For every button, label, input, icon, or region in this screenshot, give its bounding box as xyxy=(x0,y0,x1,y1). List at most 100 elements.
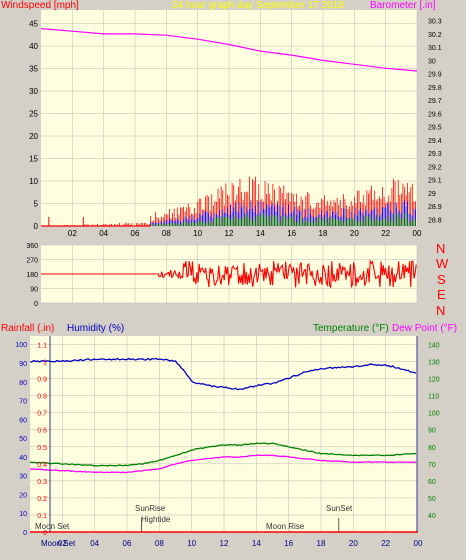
humidity-tick-label: 70 xyxy=(19,399,27,406)
temperature-tick-label: 90 xyxy=(428,428,436,435)
time-tick-label: 20 xyxy=(349,539,358,548)
windspeed-tick-label: 30 xyxy=(29,87,38,96)
moon-set-annotation: Moon Set xyxy=(35,522,70,531)
humidity-tick-label: 40 xyxy=(19,455,27,462)
time-tick-label: 14 xyxy=(252,539,261,548)
time-tick-label: 04 xyxy=(99,229,108,238)
time-tick-label: 16 xyxy=(287,229,296,238)
barometer-tick-label: 28.9 xyxy=(428,204,442,211)
barometer-tick-label: 29.8 xyxy=(428,85,442,92)
windspeed-tick-label: 5 xyxy=(34,200,39,209)
windspeed-tick-label: 15 xyxy=(29,155,38,164)
barometer-axis-label: Barometer [.in] xyxy=(370,0,436,11)
time-tick-label: 02 xyxy=(68,229,77,238)
moon-set-axis-label: Moon Set xyxy=(41,539,76,548)
windspeed-tick-label: 25 xyxy=(29,110,38,119)
barometer-tick-label: 29 xyxy=(428,191,436,198)
rainfall-tick-label: 0.6 xyxy=(37,428,47,435)
temperature-tick-label: 50 xyxy=(428,496,436,503)
rainfall-tick-label: 0.7 xyxy=(37,411,47,418)
rainfall-tick-label: 0.5 xyxy=(37,445,47,452)
time-tick-label: 14 xyxy=(256,229,265,238)
temperature-tick-label: 130 xyxy=(428,360,440,367)
temperature-axis-label: Temperature (°F) xyxy=(313,323,389,334)
direction-tick-label: 270 xyxy=(26,258,38,265)
time-tick-label: 18 xyxy=(317,539,326,548)
barometer-tick-label: 30.1 xyxy=(428,45,442,52)
time-tick-label: 12 xyxy=(220,539,229,548)
temperature-tick-label: 80 xyxy=(428,445,436,452)
rainfall-tick-label: 1 xyxy=(43,360,47,367)
time-tick-label: 16 xyxy=(284,539,293,548)
time-tick-label: 06 xyxy=(123,539,132,548)
time-tick-label: 08 xyxy=(162,229,171,238)
humidity-tick-label: 60 xyxy=(19,417,27,424)
windspeed-tick-label: 20 xyxy=(29,132,38,141)
time-tick-label: 18 xyxy=(319,229,328,238)
barometer-tick-label: 29.1 xyxy=(428,178,442,185)
rainfall-tick-label: 1.1 xyxy=(37,343,47,350)
humidity-tick-label: 100 xyxy=(15,342,27,349)
temperature-tick-label: 140 xyxy=(428,343,440,350)
barometer-tick-label: 29.5 xyxy=(428,125,442,132)
temperature-tick-label: 100 xyxy=(428,411,440,418)
temperature-tick-label: 110 xyxy=(428,394,439,401)
time-tick-label: 06 xyxy=(131,229,140,238)
rainfall-tick-label: 0.1 xyxy=(37,513,47,520)
time-tick-label: 20 xyxy=(350,229,359,238)
dew-point-line xyxy=(29,454,417,474)
barometer-tick-label: 28.8 xyxy=(428,217,442,224)
rainfall-tick-label: 0.2 xyxy=(37,496,47,503)
barometer-tick-label: 30.3 xyxy=(428,19,442,26)
temperature-tick-label: 120 xyxy=(428,377,440,384)
compass-label-e: E xyxy=(437,287,446,302)
windspeed-tick-label: 35 xyxy=(29,65,38,74)
humidity-tick-label: 90 xyxy=(19,361,27,368)
rainfall-tick-label: 0.3 xyxy=(37,479,47,486)
humidity-tick-label: 0 xyxy=(23,530,27,537)
humidity-tick-label: 30 xyxy=(19,474,27,481)
rainfall-axis-label: Rainfall (.in) xyxy=(1,323,54,334)
barometer-tick-label: 30.2 xyxy=(428,32,442,39)
compass-label-n-top: N xyxy=(436,241,445,256)
hightide-annotation: Hightide xyxy=(141,515,171,524)
compass-label-n-bottom: N xyxy=(436,303,445,318)
time-tick-label: 02 xyxy=(58,539,67,548)
temperature-tick-label: 60 xyxy=(428,479,436,486)
barometer-line xyxy=(40,28,418,72)
moon-rise-annotation: Moon Rise xyxy=(266,522,305,531)
time-tick-label: 00 xyxy=(413,229,422,238)
barometer-tick-label: 29.4 xyxy=(428,138,442,145)
rainfall-tick-label: 0.4 xyxy=(37,462,47,469)
wind-direction-line xyxy=(41,259,417,289)
barometer-tick-label: 29.9 xyxy=(428,72,442,79)
sunrise-annotation: SunRise xyxy=(135,504,166,513)
temperature-tick-label: 40 xyxy=(428,513,436,520)
humidity-axis-label: Humidity (%) xyxy=(67,323,124,334)
compass-label-w: W xyxy=(436,256,449,271)
time-tick-label: 22 xyxy=(381,229,390,238)
time-tick-label: 10 xyxy=(187,539,196,548)
windspeed-tick-label: 40 xyxy=(29,42,38,51)
humidity-tick-label: 50 xyxy=(19,436,27,443)
sunset-annotation: SunSet xyxy=(326,504,353,513)
temperature-tick-label: 70 xyxy=(428,462,436,469)
humidity-tick-label: 20 xyxy=(19,492,27,499)
time-tick-label: 00 xyxy=(414,539,423,548)
direction-tick-label: 90 xyxy=(30,287,38,294)
rainfall-tick-label: 0.9 xyxy=(37,377,47,384)
time-tick-label: 08 xyxy=(155,539,164,548)
time-tick-label: 12 xyxy=(225,229,234,238)
direction-tick-label: 0 xyxy=(34,301,38,308)
direction-tick-label: 180 xyxy=(26,272,38,279)
windspeed-axis-label: Windspeed [mph] xyxy=(1,0,79,11)
direction-tick-label: 360 xyxy=(26,243,38,250)
humidity-tick-label: 10 xyxy=(19,511,27,518)
windspeed-tick-label: 45 xyxy=(29,20,38,29)
windspeed-tick-label: 10 xyxy=(29,177,38,186)
barometer-tick-label: 29.6 xyxy=(428,111,442,118)
barometer-tick-label: 29.3 xyxy=(428,151,442,158)
humidity-line xyxy=(29,357,417,391)
